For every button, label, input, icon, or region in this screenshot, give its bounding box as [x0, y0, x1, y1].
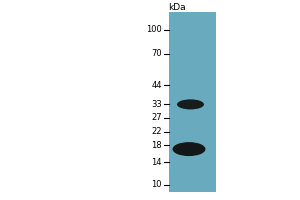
Text: 44: 44	[152, 81, 162, 90]
Ellipse shape	[172, 142, 206, 156]
Text: 33: 33	[151, 100, 162, 109]
Text: 10: 10	[152, 180, 162, 189]
Ellipse shape	[177, 99, 204, 109]
Text: 22: 22	[152, 127, 162, 136]
Text: 14: 14	[152, 158, 162, 167]
Text: kDa: kDa	[168, 3, 186, 12]
Text: 100: 100	[146, 25, 162, 34]
Text: 27: 27	[152, 113, 162, 122]
Text: 18: 18	[152, 141, 162, 150]
Text: 70: 70	[152, 49, 162, 58]
Bar	[169, 12, 216, 192]
